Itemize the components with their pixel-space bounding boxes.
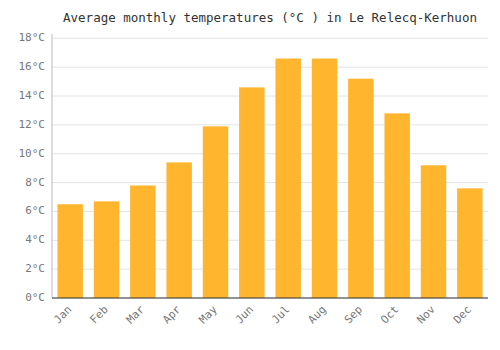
chart: 0°C 2°C 4°C 6°C 8°C 10°C 12°C 14°C 16°C 18°C Jan Fe… bbox=[0, 0, 500, 350]
title: Average monthly temperatures (°C ) in Le… bbox=[63, 10, 477, 25]
x-tick-label: Oct bbox=[378, 303, 401, 326]
x-tick-label: Feb bbox=[87, 303, 110, 326]
x-tick-label: May bbox=[196, 303, 220, 327]
y-tick-label: 6°C bbox=[25, 204, 45, 217]
x-tick-label: Jun bbox=[233, 303, 256, 326]
x-tick-label: Dec bbox=[451, 303, 474, 326]
y-tick-label: 14°C bbox=[19, 89, 46, 102]
bar bbox=[312, 59, 337, 298]
bars bbox=[57, 59, 482, 298]
grid-line bbox=[52, 124, 488, 125]
y-tick-label: 10°C bbox=[19, 147, 46, 160]
x-axis-line bbox=[52, 298, 488, 299]
grid-line bbox=[52, 67, 488, 68]
bar bbox=[384, 113, 409, 298]
x-tick-label: Apr bbox=[160, 303, 184, 327]
bar bbox=[457, 188, 482, 298]
x-tick-labels: Jan Feb Mar Apr May Jun Jul Aug Sep Oct Nov Dec bbox=[51, 303, 474, 327]
page: {"chart_data": {"type": "bar", "title": … bbox=[0, 0, 500, 350]
grid-line bbox=[52, 96, 488, 97]
bar bbox=[57, 204, 82, 298]
x-tick-label: Jul bbox=[269, 303, 292, 326]
y-tick-label: 2°C bbox=[25, 262, 45, 275]
grid-line bbox=[52, 153, 488, 154]
bar bbox=[348, 79, 373, 298]
x-tick-label: Mar bbox=[124, 303, 148, 327]
grid-line bbox=[52, 38, 488, 39]
grid-line bbox=[52, 298, 488, 299]
y-tick-label: 16°C bbox=[19, 60, 46, 73]
x-tick-label: Jan bbox=[51, 303, 74, 326]
bar bbox=[203, 126, 228, 298]
y-tick-label: 18°C bbox=[19, 31, 46, 44]
bar bbox=[130, 185, 155, 298]
bar bbox=[94, 201, 119, 298]
y-axis-line bbox=[52, 34, 53, 298]
bar bbox=[421, 165, 446, 298]
x-tick-label: Nov bbox=[414, 303, 438, 327]
bar bbox=[275, 59, 300, 298]
bar bbox=[166, 162, 191, 298]
grid bbox=[52, 38, 488, 298]
x-tick-label: Sep bbox=[342, 303, 365, 326]
chart-container: 0°C 2°C 4°C 6°C 8°C 10°C 12°C 14°C 16°C 18°C Jan Fe… bbox=[0, 0, 500, 350]
bar bbox=[239, 87, 264, 298]
y-tick-labels: 0°C 2°C 4°C 6°C 8°C 10°C 12°C 14°C 16°C 18°C bbox=[19, 31, 46, 304]
y-tick-label: 4°C bbox=[25, 233, 45, 246]
x-tick-label: Aug bbox=[305, 303, 328, 326]
y-tick-label: 12°C bbox=[19, 118, 46, 131]
y-tick-label: 8°C bbox=[25, 176, 45, 189]
y-tick-label: 0°C bbox=[25, 291, 45, 304]
